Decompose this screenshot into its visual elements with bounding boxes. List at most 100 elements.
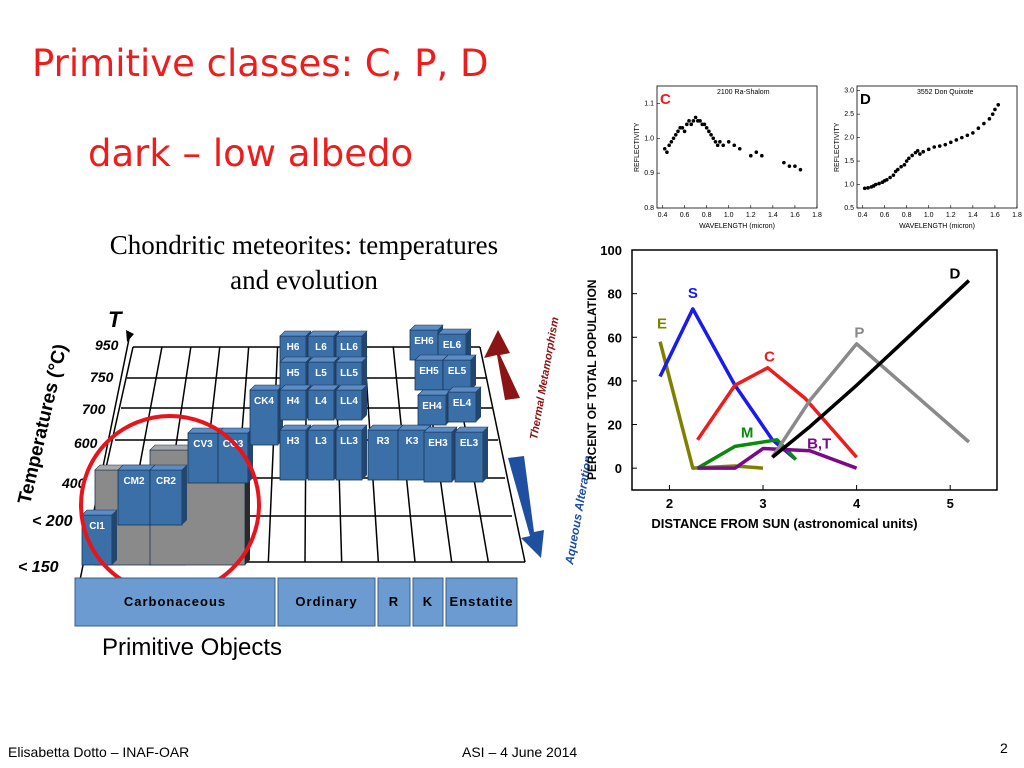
data-point bbox=[971, 131, 975, 135]
svg-text:EH4: EH4 bbox=[422, 401, 442, 412]
data-point bbox=[943, 142, 948, 147]
svg-text:EH3: EH3 bbox=[428, 438, 448, 449]
meteorite-class-block: CO3 bbox=[217, 427, 254, 484]
data-point bbox=[669, 139, 674, 144]
series-label: S bbox=[688, 285, 698, 302]
data-point bbox=[976, 126, 981, 131]
svg-text:EH6: EH6 bbox=[414, 336, 434, 347]
data-point bbox=[891, 173, 896, 177]
svg-text:CR2: CR2 bbox=[156, 476, 176, 487]
meteorite-class-block: EH5 bbox=[414, 354, 449, 391]
y-tick-label: 60 bbox=[608, 330, 622, 345]
svg-text:L4: L4 bbox=[315, 396, 327, 407]
data-point bbox=[926, 147, 931, 152]
temperature-tick: 400 bbox=[61, 475, 86, 491]
data-point bbox=[960, 135, 964, 140]
x-tick-label: 2 bbox=[666, 496, 673, 511]
meteorite-class-block: LL4 bbox=[335, 384, 368, 421]
x-tick-label: 0.6 bbox=[880, 212, 890, 219]
temperature-tick: 600 bbox=[74, 435, 98, 451]
series-label: E bbox=[657, 316, 667, 333]
x-tick-label: 0.4 bbox=[858, 212, 868, 219]
data-point bbox=[888, 175, 892, 180]
data-point bbox=[676, 129, 680, 134]
x-tick-label: 1.6 bbox=[790, 212, 800, 219]
data-point bbox=[754, 150, 759, 155]
x-tick-label: 0.6 bbox=[680, 212, 690, 219]
meteorite-class-block: EL5 bbox=[442, 354, 477, 391]
data-point bbox=[918, 152, 922, 156]
x-axis-label: WAVELENGTH (micron) bbox=[699, 223, 775, 230]
meteorite-class-block: EL4 bbox=[447, 386, 482, 423]
svg-text:L3: L3 bbox=[315, 436, 327, 447]
series-label: C bbox=[764, 348, 775, 365]
y-tick-label: 0.9 bbox=[644, 170, 654, 177]
data-point bbox=[691, 119, 696, 123]
y-tick-label: 1.0 bbox=[644, 135, 654, 142]
temperature-ticks: 950 750 700 600 400 < 200 < 150 bbox=[18, 337, 119, 576]
chondrite-group-label: Carbonaceous bbox=[74, 577, 276, 627]
data-point bbox=[948, 140, 953, 145]
data-point bbox=[996, 102, 1001, 107]
temperature-axis-symbol: T bbox=[108, 307, 123, 332]
x-tick-label: 0.8 bbox=[702, 212, 712, 219]
y-tick-label: 0.8 bbox=[644, 205, 654, 212]
chondrite-group-label: Ordinary bbox=[277, 577, 376, 627]
panel-letter: D bbox=[860, 91, 871, 108]
x-tick-label: 1.0 bbox=[724, 212, 734, 219]
series-line bbox=[771, 279, 971, 459]
data-point bbox=[798, 167, 803, 172]
meteorite-class-block: EH4 bbox=[417, 389, 452, 426]
x-axis-label: WAVELENGTH (micron) bbox=[899, 223, 975, 230]
data-point bbox=[760, 153, 764, 158]
svg-text:LL5: LL5 bbox=[340, 368, 358, 379]
y-tick-label: 100 bbox=[600, 243, 622, 258]
y-tick-label: 3.0 bbox=[844, 88, 854, 95]
data-point bbox=[937, 144, 942, 148]
x-tick-label: 1.4 bbox=[768, 212, 778, 219]
chondrite-group-label: R bbox=[377, 577, 411, 627]
y-tick-label: 40 bbox=[608, 374, 622, 389]
svg-text:EH5: EH5 bbox=[419, 366, 439, 377]
data-point bbox=[965, 133, 970, 138]
plot-frame bbox=[856, 85, 1018, 209]
data-point bbox=[704, 126, 709, 130]
x-tick-label: 1.2 bbox=[746, 212, 756, 219]
data-point bbox=[748, 153, 753, 158]
meteorite-class-block: CM2 bbox=[117, 464, 156, 526]
data-point bbox=[990, 112, 995, 116]
data-point bbox=[687, 119, 691, 123]
meteorite-class-block: CR2 bbox=[149, 464, 188, 526]
x-tick-label: 0.8 bbox=[902, 212, 912, 219]
plot-frame bbox=[631, 249, 998, 491]
data-point bbox=[873, 182, 878, 187]
data-point bbox=[684, 122, 689, 127]
meteorite-class-block: EL3 bbox=[454, 426, 489, 483]
svg-text:EL5: EL5 bbox=[448, 366, 467, 377]
svg-text:K: K bbox=[423, 594, 433, 609]
data-point bbox=[884, 178, 889, 182]
meteorite-class-block: L4 bbox=[307, 384, 340, 421]
y-tick-label: 0 bbox=[615, 461, 622, 476]
data-point bbox=[907, 156, 911, 161]
diagram-subtitle: Chondritic meteorites: temperatures and … bbox=[109, 230, 499, 295]
y-axis-label: REFLECTIVITY bbox=[634, 122, 641, 172]
spectrum-title: 3552 Don Quixote bbox=[917, 89, 974, 96]
data-point bbox=[732, 143, 737, 148]
data-point bbox=[713, 139, 718, 144]
svg-text:Ordinary: Ordinary bbox=[295, 594, 357, 609]
data-point bbox=[737, 146, 742, 151]
panel-letter: C bbox=[660, 91, 671, 108]
svg-text:H3: H3 bbox=[287, 436, 300, 447]
svg-text:L5: L5 bbox=[315, 368, 327, 379]
series-line bbox=[770, 342, 971, 459]
data-point bbox=[793, 164, 797, 168]
x-tick-label: 3 bbox=[759, 496, 766, 511]
svg-text:CK4: CK4 bbox=[254, 396, 274, 407]
svg-text:Enstatite: Enstatite bbox=[450, 594, 514, 609]
svg-text:EL3: EL3 bbox=[460, 438, 479, 449]
meteorite-class-block: L3 bbox=[307, 424, 340, 481]
y-tick-label: 2.0 bbox=[844, 135, 854, 142]
spectrum-chart-d: 3552 Don Quixote D 0.4 0.6 0.8 1.0 1.2 1.4 1.6 1.… bbox=[834, 85, 1022, 230]
